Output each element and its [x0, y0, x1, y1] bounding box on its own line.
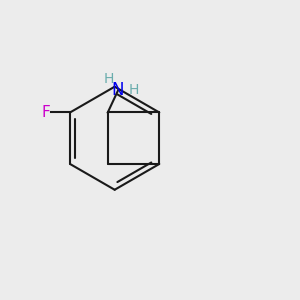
Text: N: N: [112, 81, 124, 99]
Text: H: H: [104, 72, 114, 86]
Text: H: H: [128, 83, 139, 98]
Text: F: F: [41, 105, 50, 120]
